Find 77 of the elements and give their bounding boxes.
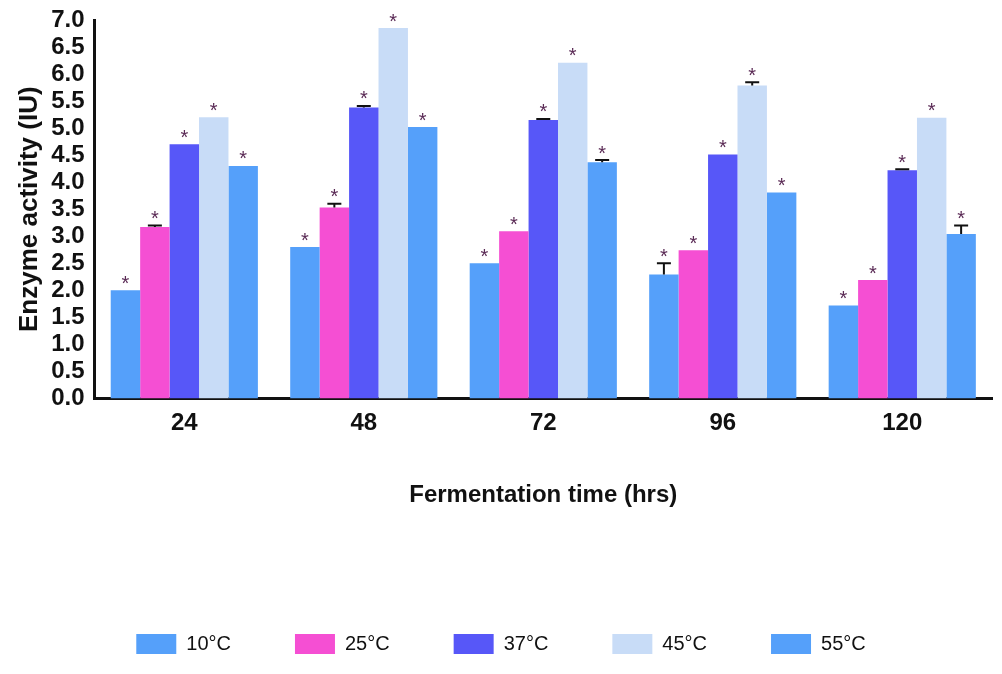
bar	[169, 144, 200, 399]
y-axis-title: Enzyme activity (IU)	[12, 86, 43, 333]
data-label: *	[718, 136, 727, 159]
bar	[828, 305, 859, 399]
data-label: *	[480, 244, 489, 267]
data-label: *	[121, 271, 130, 294]
x-tick-label: 120	[882, 408, 923, 436]
y-tick-label: 5.5	[51, 85, 85, 113]
data-label: *	[180, 125, 189, 148]
bar	[228, 165, 258, 399]
bar	[766, 192, 797, 399]
bar	[110, 290, 141, 399]
data-label: *	[598, 141, 607, 164]
bar	[946, 234, 976, 399]
data-label: *	[927, 99, 936, 122]
x-tick-label: 72	[529, 408, 557, 436]
bar	[678, 250, 709, 399]
data-label: *	[209, 98, 218, 121]
data-label: *	[389, 9, 398, 32]
x-tick-label: 24	[170, 408, 199, 436]
bar	[407, 127, 438, 399]
y-tick-label: 4.5	[51, 139, 85, 167]
bar	[708, 154, 738, 399]
bar	[887, 170, 917, 399]
data-label: *	[509, 212, 518, 235]
bar	[378, 28, 408, 399]
y-tick-label: 2.0	[51, 274, 85, 302]
data-label: *	[568, 44, 577, 67]
data-label: *	[418, 108, 427, 131]
data-label: *	[660, 244, 668, 267]
y-tick-label: 0.5	[51, 356, 85, 383]
y-tick-label: 7.0	[51, 4, 85, 32]
data-label: *	[898, 150, 907, 173]
data-label: *	[301, 228, 310, 251]
legend-label: 25°C	[344, 631, 390, 654]
data-label: *	[150, 206, 159, 229]
y-tick-label: 4.0	[51, 166, 85, 194]
bar	[319, 207, 350, 399]
y-tick-label: 1.0	[51, 328, 85, 356]
data-label: *	[868, 261, 877, 284]
legend-label: 45°C	[662, 631, 708, 654]
bar	[587, 162, 617, 399]
bar	[558, 62, 588, 399]
legend-label: 55°C	[821, 631, 866, 654]
y-tick-label: 6.5	[51, 31, 85, 59]
y-tick-label: 5.0	[51, 112, 85, 140]
legend-label: 37°C	[503, 631, 549, 654]
bar	[199, 117, 229, 399]
data-label: *	[330, 185, 339, 208]
bar	[469, 263, 500, 399]
bar	[140, 227, 170, 399]
data-label: *	[539, 100, 548, 123]
legend-label: 10°C	[186, 631, 231, 654]
x-tick-label: 48	[350, 408, 378, 436]
bar	[528, 120, 558, 399]
y-tick-label: 6.0	[51, 58, 85, 86]
data-label: *	[748, 63, 757, 86]
y-tick-label: 0.0	[51, 383, 85, 411]
y-tick-label: 3.0	[51, 220, 85, 248]
data-label: *	[359, 87, 368, 110]
y-tick-label: 1.5	[51, 301, 85, 329]
bar	[916, 117, 947, 399]
data-label: *	[839, 286, 848, 309]
data-label: *	[689, 231, 698, 254]
data-label: *	[777, 173, 786, 196]
x-tick-label: 96	[709, 408, 737, 436]
y-tick-label: 3.5	[51, 193, 85, 221]
data-label: *	[957, 206, 966, 229]
data-label: *	[239, 147, 248, 170]
bar	[349, 107, 379, 399]
bar	[858, 280, 888, 399]
y-tick-label: 2.5	[51, 247, 85, 275]
bar	[499, 231, 529, 399]
x-axis-title: Fermentation time (hrs)	[409, 480, 678, 508]
bar	[290, 247, 320, 399]
bar	[737, 85, 767, 399]
bar	[649, 274, 679, 399]
